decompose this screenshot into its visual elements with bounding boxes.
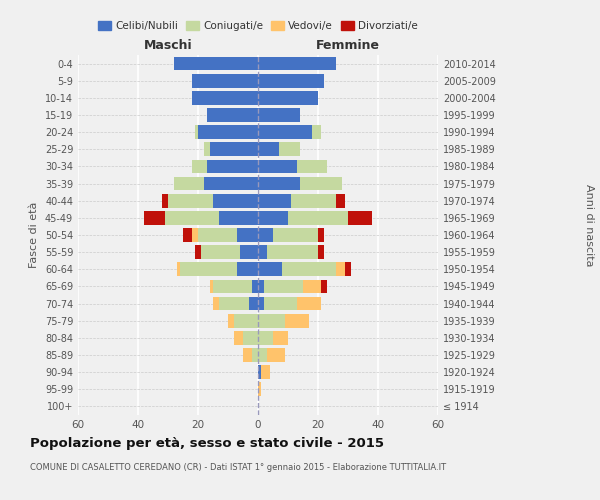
Bar	[258, 314, 285, 328]
Bar	[204, 142, 210, 156]
Bar	[219, 211, 258, 224]
Text: Femmine: Femmine	[316, 38, 380, 52]
Bar	[237, 262, 258, 276]
Bar	[213, 194, 258, 207]
Bar	[258, 91, 318, 104]
Bar	[234, 331, 243, 344]
Bar	[291, 194, 336, 207]
Bar	[174, 56, 258, 70]
Bar	[168, 194, 213, 207]
Bar	[192, 74, 258, 88]
Bar	[237, 228, 258, 242]
Bar	[258, 108, 300, 122]
Bar	[180, 262, 237, 276]
Bar	[282, 262, 336, 276]
Bar	[213, 296, 219, 310]
Bar	[273, 228, 318, 242]
Bar	[243, 348, 252, 362]
Bar	[162, 194, 168, 207]
Bar	[195, 246, 201, 259]
Bar	[213, 280, 252, 293]
Bar	[219, 296, 249, 310]
Bar	[318, 246, 324, 259]
Bar	[258, 211, 288, 224]
Bar	[204, 176, 258, 190]
Bar	[258, 160, 297, 173]
Text: Popolazione per età, sesso e stato civile - 2015: Popolazione per età, sesso e stato civil…	[30, 438, 384, 450]
Bar	[207, 108, 258, 122]
Text: Anni di nascita: Anni di nascita	[584, 184, 594, 266]
Bar	[252, 280, 258, 293]
Bar	[258, 56, 336, 70]
Bar	[183, 228, 192, 242]
Bar	[321, 280, 327, 293]
Bar	[312, 126, 321, 139]
Bar	[165, 211, 219, 224]
Bar	[264, 296, 297, 310]
Bar	[174, 176, 204, 190]
Bar	[243, 331, 258, 344]
Bar	[252, 348, 258, 362]
Bar	[177, 262, 180, 276]
Legend: Celibi/Nubili, Coniugati/e, Vedovi/e, Divorziati/e: Celibi/Nubili, Coniugati/e, Vedovi/e, Di…	[94, 17, 422, 36]
Bar	[264, 280, 303, 293]
Bar	[285, 314, 309, 328]
Text: Maschi: Maschi	[143, 38, 193, 52]
Bar	[258, 228, 273, 242]
Bar	[249, 296, 258, 310]
Bar	[144, 211, 165, 224]
Bar	[303, 280, 321, 293]
Bar	[258, 74, 324, 88]
Bar	[267, 348, 285, 362]
Bar	[279, 142, 300, 156]
Bar	[261, 366, 270, 379]
Bar	[258, 246, 267, 259]
Bar	[258, 366, 261, 379]
Bar	[210, 280, 213, 293]
Bar	[297, 296, 321, 310]
Bar	[258, 280, 264, 293]
Bar	[345, 262, 351, 276]
Bar	[267, 246, 318, 259]
Bar	[348, 211, 372, 224]
Bar	[258, 142, 279, 156]
Bar	[258, 176, 300, 190]
Bar	[258, 382, 261, 396]
Bar	[201, 246, 240, 259]
Bar	[258, 126, 312, 139]
Bar	[258, 194, 291, 207]
Bar	[300, 176, 342, 190]
Bar	[210, 142, 258, 156]
Bar	[258, 348, 267, 362]
Bar	[336, 194, 345, 207]
Bar	[258, 296, 264, 310]
Bar	[297, 160, 327, 173]
Bar	[207, 160, 258, 173]
Bar	[336, 262, 345, 276]
Bar	[234, 314, 258, 328]
Bar	[192, 228, 198, 242]
Text: COMUNE DI CASALETTO CEREDANO (CR) - Dati ISTAT 1° gennaio 2015 - Elaborazione TU: COMUNE DI CASALETTO CEREDANO (CR) - Dati…	[30, 462, 446, 471]
Bar	[258, 331, 273, 344]
Y-axis label: Fasce di età: Fasce di età	[29, 202, 39, 268]
Bar	[192, 91, 258, 104]
Bar	[240, 246, 258, 259]
Bar	[258, 262, 282, 276]
Bar	[198, 228, 237, 242]
Bar	[195, 126, 198, 139]
Bar	[198, 126, 258, 139]
Bar	[288, 211, 348, 224]
Bar	[273, 331, 288, 344]
Bar	[318, 228, 324, 242]
Bar	[228, 314, 234, 328]
Bar	[192, 160, 207, 173]
